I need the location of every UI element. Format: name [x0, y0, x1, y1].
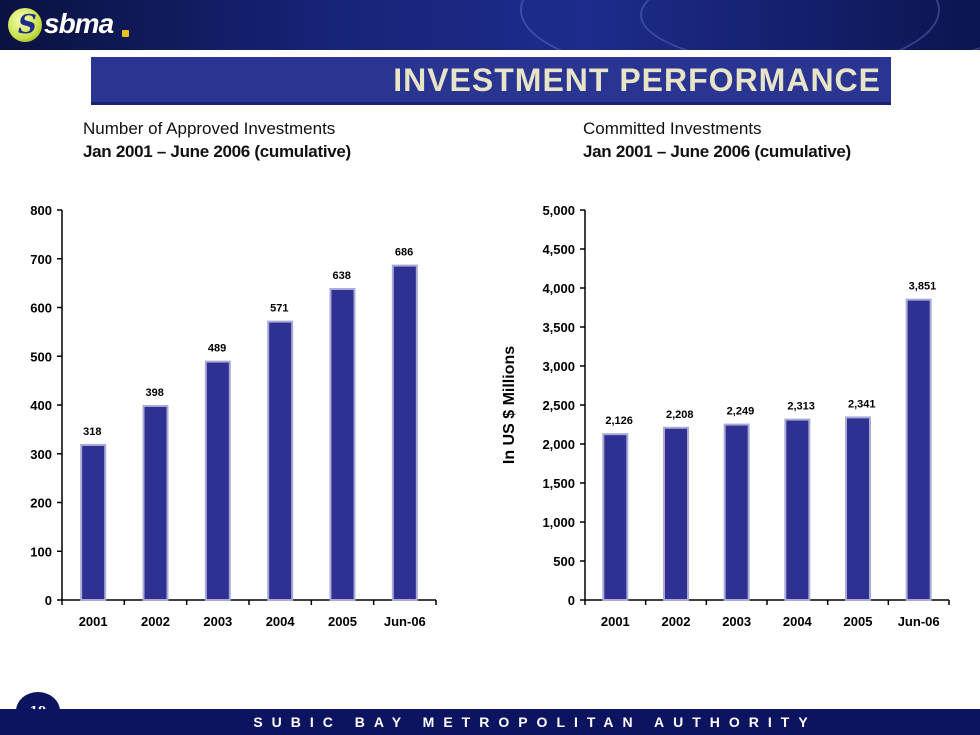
bar-2005	[329, 287, 356, 601]
data-label-2003: 2,249	[727, 406, 755, 418]
data-label-2004: 571	[270, 303, 288, 315]
right-chart-heading: Committed Investments Jan 2001 – June 20…	[583, 117, 851, 163]
x-category-label: Jun-06	[384, 614, 426, 629]
y-tick-label: 200	[30, 496, 52, 511]
left-heading-line2: Jan 2001 – June 2006 (cumulative)	[83, 142, 351, 161]
x-category-label: 2005	[328, 614, 357, 629]
x-category-label: 2003	[203, 614, 232, 629]
data-label-2002: 2,208	[666, 409, 694, 421]
y-tick-label: 4,500	[542, 242, 575, 257]
logo-emblem	[8, 8, 42, 42]
y-tick-label: 100	[30, 544, 52, 559]
x-category-label: 2001	[79, 614, 108, 629]
y-tick-label: 400	[30, 398, 52, 413]
footer-band: SUBIC BAY METROPOLITAN AUTHORITY	[0, 709, 980, 735]
logo-dot	[122, 30, 129, 37]
logo-s-mark: S	[18, 10, 37, 40]
x-category-label: 2003	[722, 614, 751, 629]
bar-2004	[267, 320, 294, 601]
x-category-label: 2004	[783, 614, 813, 629]
sbma-logo: S sbma	[8, 6, 138, 44]
y-tick-label: 3,500	[542, 320, 575, 335]
bar-2003	[204, 360, 231, 601]
x-category-label: 2004	[266, 614, 296, 629]
logo-text: sbma	[44, 8, 114, 39]
x-category-label: 2001	[601, 614, 630, 629]
data-label-2001: 2,126	[605, 415, 633, 427]
y-tick-label: 0	[568, 593, 575, 608]
y-axis-title: In US $ Millions	[501, 346, 518, 464]
data-label-2005: 638	[333, 270, 351, 282]
data-label-2002: 398	[146, 387, 164, 399]
bar-2005	[845, 416, 871, 601]
data-label-2001: 318	[83, 426, 101, 438]
x-category-label: 2002	[141, 614, 170, 629]
y-tick-label: 500	[553, 554, 575, 569]
y-tick-label: 3,000	[542, 359, 575, 374]
approved-investments-chart: 0 100 200 300 400 500 600 700 800 318 2001 398 2002 4…	[30, 203, 437, 629]
header-swoosh	[640, 0, 980, 50]
x-category-label: Jun-06	[898, 614, 940, 629]
bar-2003	[723, 423, 750, 601]
y-tick-label: 2,500	[542, 398, 575, 413]
y-tick-label: 300	[30, 447, 52, 462]
page-title: INVESTMENT PERFORMANCE	[393, 62, 881, 98]
data-label-2004: 2,313	[787, 401, 815, 413]
y-tick-label: 4,000	[542, 281, 575, 296]
left-chart-heading: Number of Approved Investments Jan 2001 …	[83, 117, 351, 163]
left-heading-line1: Number of Approved Investments	[83, 119, 336, 138]
right-heading-line2: Jan 2001 – June 2006 (cumulative)	[583, 142, 851, 161]
y-tick-label: 1,500	[542, 476, 575, 491]
y-tick-label: 800	[30, 203, 52, 218]
y-tick-label: 0	[45, 593, 52, 608]
data-label-jun-06: 686	[395, 247, 413, 259]
data-label-2005: 2,341	[848, 398, 876, 410]
y-tick-label: 5,000	[542, 203, 575, 218]
bar-2004	[784, 418, 811, 601]
data-label-2003: 489	[208, 343, 226, 355]
bar-2001	[602, 433, 629, 601]
x-category-label: 2002	[662, 614, 691, 629]
title-banner: INVESTMENT PERFORMANCE	[91, 57, 891, 105]
bar-2002	[142, 404, 169, 601]
header-band: S sbma	[0, 0, 980, 50]
y-tick-label: 700	[30, 252, 52, 267]
right-heading-line1: Committed Investments	[583, 119, 762, 138]
y-tick-label: 2,000	[542, 437, 575, 452]
footer-organization: SUBIC BAY METROPOLITAN AUTHORITY	[253, 714, 817, 730]
bar-jun-06	[905, 298, 932, 601]
data-label-jun-06: 3,851	[909, 281, 937, 293]
y-tick-label: 600	[30, 301, 52, 316]
bar-2002	[663, 426, 689, 601]
committed-investments-chart: 0 500 1,000 1,500 2,000 2,500 3,000 3,500 4,000 4…	[501, 203, 950, 629]
y-tick-label: 1,000	[542, 515, 575, 530]
y-tick-label: 500	[30, 349, 52, 364]
bar-jun-06	[391, 264, 418, 601]
x-category-label: 2005	[844, 614, 873, 629]
bar-2001	[80, 443, 107, 601]
